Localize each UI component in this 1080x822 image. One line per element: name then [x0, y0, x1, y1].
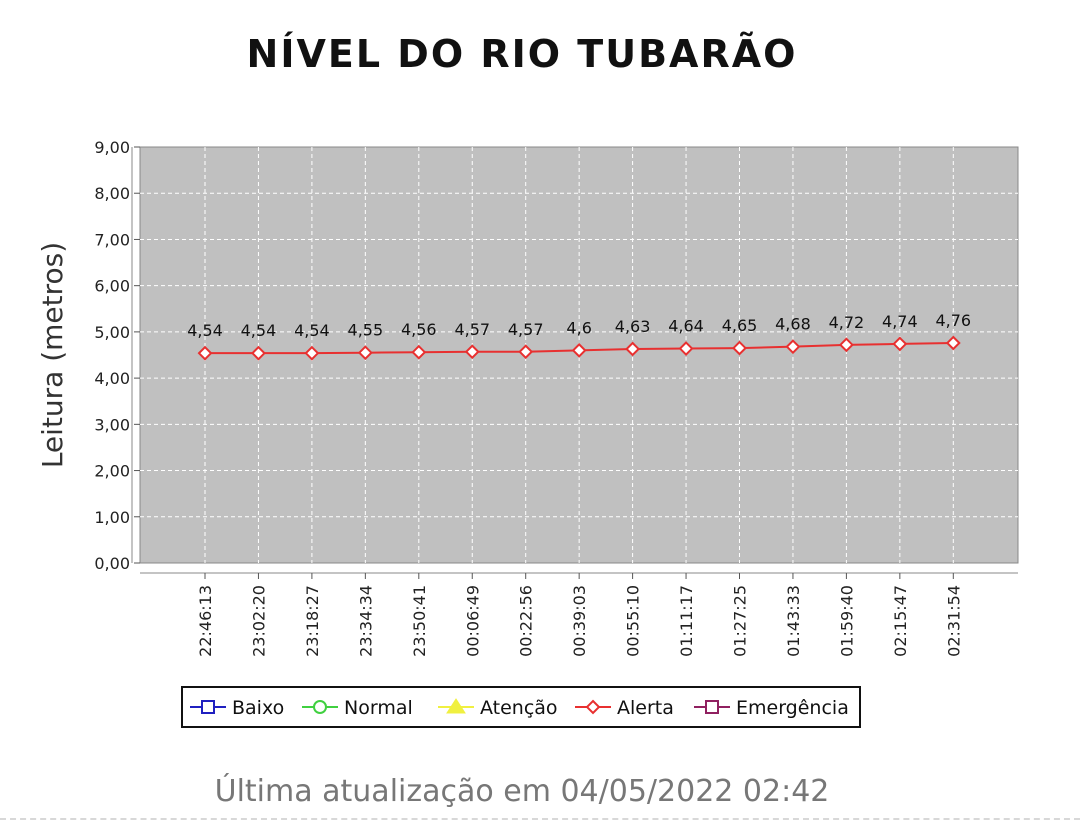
y-tick-label: 4,00	[94, 369, 130, 388]
data-label: 4,57	[508, 320, 544, 339]
data-point	[304, 345, 320, 361]
x-tick-label: 02:31:54	[944, 585, 963, 657]
legend-diamond-icon	[585, 699, 601, 715]
x-tick-label: 01:27:25	[731, 585, 750, 657]
data-point	[945, 335, 961, 351]
data-point	[678, 341, 694, 356]
data-point	[732, 340, 747, 356]
y-tick-label: 1,00	[94, 508, 130, 527]
data-point	[251, 345, 266, 361]
data-label: 4,56	[401, 320, 437, 339]
data-label: 4,63	[615, 317, 651, 336]
y-tick-label: 2,00	[94, 462, 130, 481]
x-tick-label: 23:50:41	[410, 585, 429, 657]
x-tick-label: 02:15:47	[891, 585, 910, 657]
x-tick-label: 00:22:56	[517, 585, 536, 657]
legend-box	[181, 686, 861, 728]
x-tick-label: 23:18:27	[303, 585, 322, 657]
x-tick-label: 01:59:40	[837, 585, 856, 657]
legend-square-icon	[705, 700, 719, 714]
legend-label: Baixo	[232, 697, 284, 719]
page-title: NÍVEL DO RIO TUBARÃO	[246, 32, 798, 76]
data-label: 4,57	[454, 320, 490, 339]
data-label: 4,54	[241, 321, 277, 340]
x-tick-label: 01:43:33	[784, 585, 803, 657]
data-point	[518, 344, 534, 360]
divider	[0, 818, 1080, 820]
data-point	[785, 339, 801, 355]
data-label: 4,76	[935, 311, 971, 330]
data-label: 4,54	[187, 321, 223, 340]
y-tick-label: 0,00	[94, 554, 130, 573]
data-label: 4,68	[775, 315, 811, 334]
river-level-chart: 0,00 1,00 2,00 3,00 4,00 5,00 6,00 7,00 8,00 9,00…	[36, 138, 1019, 728]
x-tick-label: 00:06:49	[463, 585, 482, 657]
legend-square-icon	[201, 700, 215, 714]
legend-circle-icon	[313, 700, 327, 714]
y-axis-label: Leitura (metros)	[36, 242, 69, 468]
x-tick-label: 22:46:13	[196, 585, 215, 657]
data-point	[625, 341, 641, 357]
data-point	[464, 344, 480, 360]
legend-label: Normal	[344, 697, 413, 719]
data-label: 4,74	[882, 312, 918, 331]
data-point	[571, 342, 587, 358]
x-tick-label: 00:39:03	[570, 585, 589, 657]
last-update-text: Última atualização em 04/05/2022 02:42	[214, 774, 830, 809]
data-point	[838, 337, 854, 353]
y-tick-label: 6,00	[94, 277, 130, 296]
x-tick-label: 23:02:20	[249, 585, 268, 657]
legend-label: Atenção	[480, 697, 558, 719]
data-point	[892, 336, 908, 352]
y-tick-label: 9,00	[94, 138, 130, 157]
data-point	[197, 345, 213, 361]
legend-label: Emergência	[736, 697, 849, 719]
data-label: 4,55	[348, 321, 384, 340]
data-point	[411, 344, 427, 360]
y-tick-label: 8,00	[94, 184, 130, 203]
y-tick-label: 5,00	[94, 323, 130, 342]
legend-label: Alerta	[617, 697, 674, 719]
x-tick-label: 00:55:10	[624, 585, 643, 657]
data-label: 4,6	[566, 318, 591, 337]
y-tick-label: 7,00	[94, 230, 130, 249]
data-label: 4,54	[294, 321, 330, 340]
y-tick-label: 3,00	[94, 415, 130, 434]
data-point	[357, 345, 373, 361]
data-label: 4,72	[829, 313, 865, 332]
legend-triangle-icon	[446, 698, 466, 714]
x-tick-label: 23:34:34	[356, 585, 375, 657]
data-label: 4,64	[668, 317, 704, 336]
data-label: 4,65	[722, 316, 758, 335]
x-tick-label: 01:11:17	[677, 585, 696, 657]
